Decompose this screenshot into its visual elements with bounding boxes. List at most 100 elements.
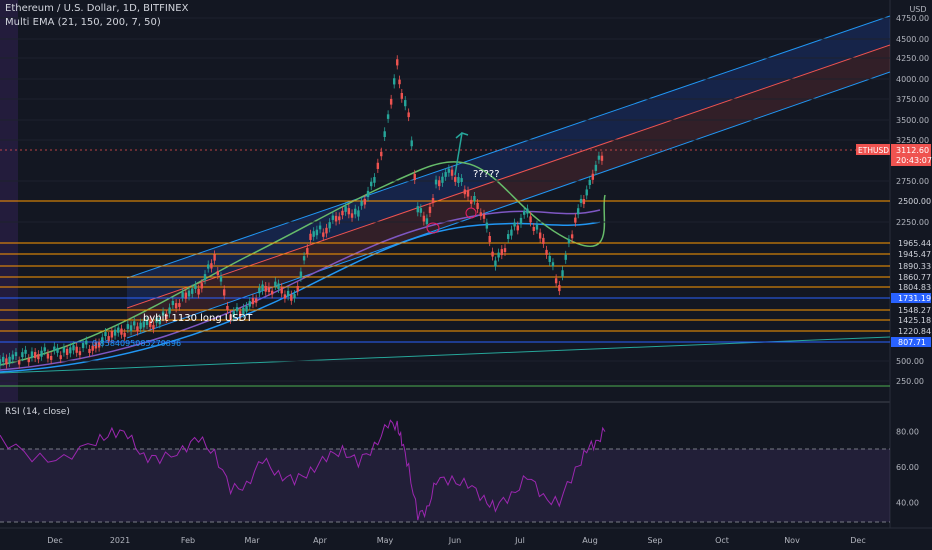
candle-body xyxy=(181,292,184,298)
candle-body xyxy=(574,217,577,223)
candle-body xyxy=(152,325,155,330)
candle-body xyxy=(242,307,245,314)
rsi-pane[interactable] xyxy=(0,404,890,528)
candle-body xyxy=(312,231,315,237)
candle-body xyxy=(482,213,486,219)
price-tick-label: 500.00 xyxy=(896,357,924,366)
time-label: Jun xyxy=(448,536,462,545)
candle-body xyxy=(203,274,207,281)
candle-body xyxy=(174,303,178,309)
candle-body xyxy=(597,155,601,160)
level-label: 1731.19 xyxy=(898,294,931,303)
candle-body xyxy=(24,349,27,354)
rsi-title: RSI (14, close) xyxy=(5,407,70,417)
candle-body xyxy=(428,206,432,213)
candle-body xyxy=(503,248,507,253)
time-axis-labels: Dec 2021 Feb Mar Apr May Jun Jul Aug Sep Oct Nov Dec xyxy=(47,536,865,545)
candle-body xyxy=(315,229,319,236)
candle-body xyxy=(11,354,14,360)
candle-body xyxy=(338,216,341,221)
candle-body xyxy=(434,179,438,185)
time-label: 2021 xyxy=(110,536,130,545)
symbol-badge-label: ETHUSD xyxy=(858,146,889,155)
candle-body xyxy=(27,358,30,363)
candle-body xyxy=(59,355,62,360)
candle-body xyxy=(431,198,435,203)
candle-body xyxy=(357,210,360,217)
symbol-title[interactable]: Ethereum / U.S. Dollar, 1D, BITFINEX xyxy=(5,3,189,14)
level-label: 1548.27 xyxy=(898,306,931,315)
candle-body xyxy=(261,284,264,291)
time-label: Sep xyxy=(647,536,662,545)
candle-body xyxy=(245,305,248,312)
candle-body xyxy=(551,262,555,267)
candle-body xyxy=(280,287,283,294)
candle-body xyxy=(258,287,261,294)
rsi-tick-labels: 80.00 60.00 40.00 xyxy=(896,428,919,508)
candle-body xyxy=(513,222,516,227)
candle-body xyxy=(328,222,331,229)
level-badge xyxy=(891,293,931,303)
circle-mark xyxy=(426,222,440,234)
candle-body xyxy=(383,131,386,137)
candle-body xyxy=(248,301,251,307)
candle-body xyxy=(235,307,239,312)
candle-body xyxy=(309,233,312,240)
note-annotation[interactable]: bybit 1130 long USDT xyxy=(143,313,253,324)
candle-body xyxy=(69,347,72,354)
indicator-title[interactable]: Multi EMA (21, 150, 200, 7, 50) xyxy=(5,17,161,28)
candle-body xyxy=(510,229,513,236)
candle-body xyxy=(318,225,322,230)
candle-body xyxy=(532,226,535,231)
candle-body xyxy=(232,311,235,318)
candle-body xyxy=(582,199,586,205)
level-label: 1860.77 xyxy=(898,273,931,282)
candle-body xyxy=(62,347,66,353)
candle-body xyxy=(43,347,46,352)
candle-body xyxy=(438,180,441,187)
rsi-tick-label: 60.00 xyxy=(896,463,919,472)
candle-body xyxy=(366,190,370,198)
candle-body xyxy=(286,290,290,297)
candle-body xyxy=(491,251,494,257)
candle-body xyxy=(400,93,404,99)
candle-body xyxy=(207,264,210,269)
candle-body xyxy=(91,345,94,351)
channel-top-line xyxy=(126,15,891,279)
candle-body xyxy=(548,255,551,262)
candle-body xyxy=(219,276,223,282)
fib-annotation[interactable]: 0.8584095085279896 xyxy=(92,339,181,348)
level-badge xyxy=(891,305,931,315)
candle-body xyxy=(396,59,399,66)
candle-body xyxy=(85,340,88,345)
candle-body xyxy=(53,346,56,351)
candle-body xyxy=(404,100,407,107)
candle-body xyxy=(494,260,497,267)
candle-body xyxy=(171,300,175,306)
level-badges: 2500.00 1965.44 1945.47 1890.33 1860.771804.… xyxy=(856,144,932,347)
candle-body xyxy=(507,234,510,239)
candle-body xyxy=(30,351,34,358)
candle-body xyxy=(413,173,416,181)
question-annotation[interactable]: ????? xyxy=(473,169,500,180)
candle-body xyxy=(344,206,347,212)
candle-body xyxy=(473,195,476,201)
arrow-up-icon xyxy=(454,132,469,176)
level-badge xyxy=(891,196,931,206)
candle-body xyxy=(454,177,457,182)
candle-body xyxy=(522,210,526,215)
candle-body xyxy=(229,314,232,320)
candle-body xyxy=(197,288,200,295)
candle-body xyxy=(104,332,107,337)
candle-body xyxy=(500,249,504,256)
last-price-label: 3112.60 xyxy=(896,146,929,155)
candle-body xyxy=(149,320,152,327)
candle-body xyxy=(407,112,410,118)
channel-bottom-line xyxy=(126,71,891,339)
candle-body xyxy=(535,224,539,230)
rsi-line xyxy=(0,419,606,521)
candle-body xyxy=(155,317,158,323)
time-label: Feb xyxy=(181,536,195,545)
candle-body xyxy=(139,322,142,329)
